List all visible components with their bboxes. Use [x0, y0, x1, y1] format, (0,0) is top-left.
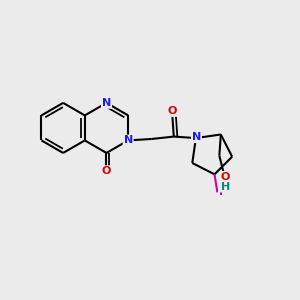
Text: N: N [102, 98, 111, 108]
Text: O: O [220, 172, 230, 182]
Text: O: O [168, 106, 177, 116]
Text: O: O [102, 166, 111, 176]
Text: H: H [220, 182, 230, 192]
Text: F: F [219, 188, 226, 197]
Text: N: N [124, 135, 133, 146]
Text: N: N [192, 132, 201, 142]
